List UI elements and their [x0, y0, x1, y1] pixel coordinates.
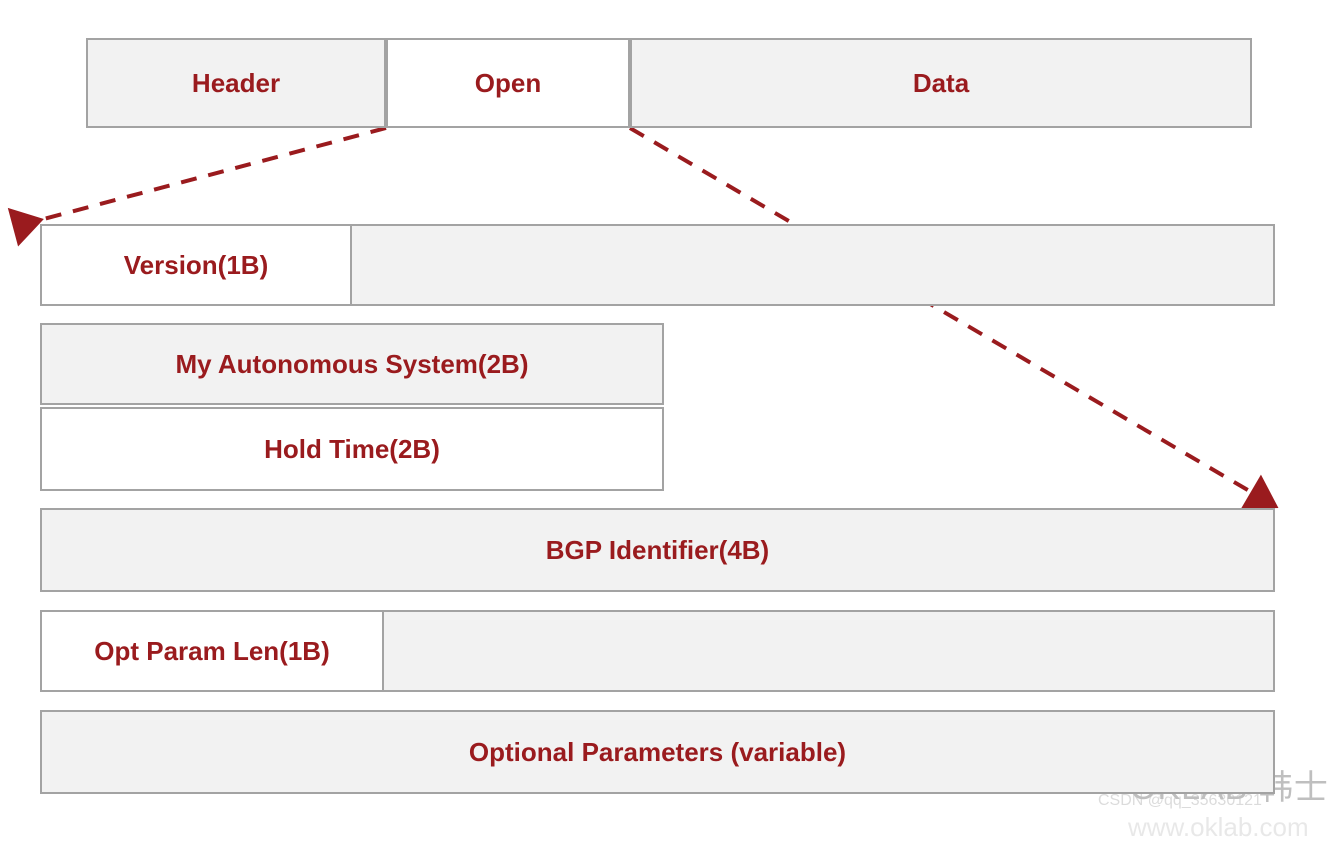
field-version: Version(1B) — [40, 224, 352, 306]
field-autonomous-sys: My Autonomous System(2B) — [40, 323, 664, 405]
segment-label: Header — [192, 68, 280, 99]
field-label: Optional Parameters (variable) — [469, 737, 846, 768]
watermark-csdn: CSDN @qq_35630121 — [1098, 792, 1262, 810]
field-opt-param-len: Opt Param Len(1B) — [40, 610, 384, 692]
field-label: BGP Identifier(4B) — [546, 535, 769, 566]
expand-arrow-left — [40, 128, 386, 220]
segment-label: Data — [913, 68, 969, 99]
field-label: Hold Time(2B) — [264, 434, 440, 465]
packet-segment-open: Open — [386, 38, 630, 128]
field-optional-params: Optional Parameters (variable) — [40, 710, 1275, 794]
field-bgp-identifier: BGP Identifier(4B) — [40, 508, 1275, 592]
field-label: My Autonomous System(2B) — [176, 349, 529, 380]
segment-label: Open — [475, 68, 541, 99]
watermark-url: www.oklab.com — [1128, 812, 1309, 843]
packet-segment-header: Header — [86, 38, 386, 128]
field-hold-time: Hold Time(2B) — [40, 407, 664, 491]
packet-segment-data: Data — [630, 38, 1252, 128]
field-label: Version(1B) — [124, 250, 269, 281]
expand-arrow-right — [630, 128, 1275, 506]
field-label: Opt Param Len(1B) — [94, 636, 330, 667]
